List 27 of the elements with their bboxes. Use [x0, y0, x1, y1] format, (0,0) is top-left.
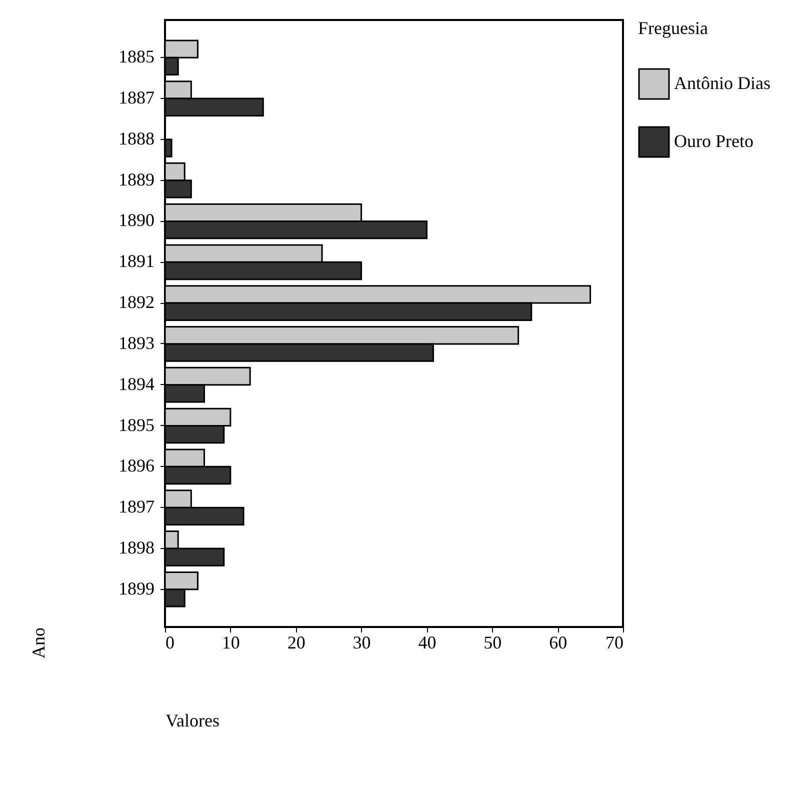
y-tick-label: 1896: [118, 456, 154, 476]
y-tick-label: 1887: [118, 88, 154, 108]
legend-label: Ouro Preto: [674, 131, 754, 151]
y-tick-label: 1897: [118, 496, 154, 517]
x-tick-label: 40: [418, 632, 436, 652]
y-axis-title: Ano: [28, 628, 48, 658]
y-tick-label: 1892: [118, 292, 154, 312]
x-tick-label: 50: [484, 632, 502, 652]
x-axis-title: Valores: [166, 710, 220, 730]
y-tick-label: 1895: [118, 414, 154, 435]
y-tick-label: 1898: [118, 537, 154, 558]
y-tick-label: 1899: [118, 578, 154, 598]
y-tick-label: 1894: [118, 374, 154, 394]
x-tick-label: 30: [352, 632, 371, 652]
x-tick-label: 20: [287, 632, 306, 652]
y-tick-label: 1889: [118, 169, 154, 190]
y-tick-label: 1885: [118, 46, 154, 67]
x-tick-label: 10: [222, 632, 240, 652]
legend-title: Freguesia: [638, 18, 708, 38]
y-tick-label: 1893: [118, 332, 154, 353]
legend-label: Antônio Dias: [674, 73, 770, 93]
y-tick-label: 1891: [118, 251, 154, 272]
y-tick-label: 1888: [118, 128, 154, 148]
y-tick-label: 1890: [118, 210, 154, 230]
x-tick-label: 0: [166, 632, 174, 652]
x-tick-label: 70: [606, 632, 624, 652]
x-tick-label: 60: [549, 632, 568, 652]
